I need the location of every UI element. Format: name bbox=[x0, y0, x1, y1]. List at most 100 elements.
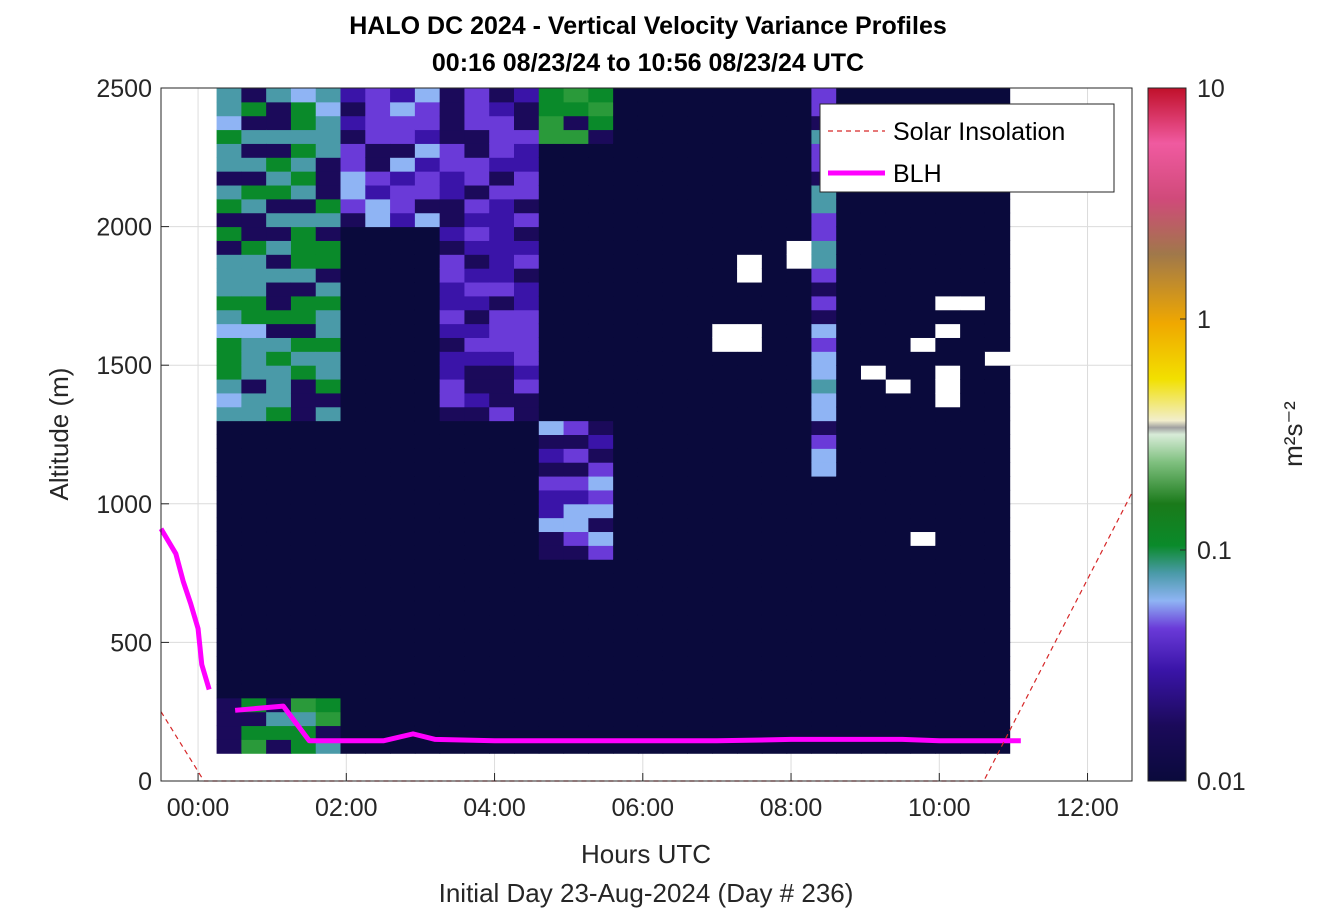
heatmap-cell bbox=[761, 586, 788, 602]
heatmap-cell bbox=[613, 683, 639, 699]
heatmap-cell bbox=[687, 656, 713, 671]
heatmap-cell bbox=[811, 503, 837, 519]
heatmap-cell bbox=[216, 309, 242, 325]
heatmap-cell bbox=[935, 295, 961, 311]
heatmap-cell bbox=[737, 365, 763, 380]
heatmap-cell bbox=[836, 600, 862, 616]
heatmap-cell bbox=[489, 101, 515, 117]
heatmap-cell bbox=[216, 614, 242, 630]
heatmap-cell bbox=[365, 725, 391, 740]
heatmap-cell bbox=[935, 212, 961, 228]
heatmap-cell bbox=[786, 101, 812, 117]
heatmap-cell bbox=[910, 309, 936, 325]
heatmap-cell bbox=[538, 226, 565, 241]
heatmap-cell bbox=[860, 88, 887, 103]
heatmap-cell bbox=[836, 614, 862, 630]
heatmap-cell bbox=[712, 337, 738, 352]
heatmap-cell bbox=[241, 143, 267, 158]
heatmap-cell bbox=[439, 268, 465, 283]
heatmap-cell bbox=[365, 392, 391, 408]
heatmap-cell bbox=[340, 531, 366, 546]
heatmap-cell bbox=[464, 545, 490, 560]
heatmap-cell bbox=[216, 600, 242, 616]
heatmap-cell bbox=[687, 711, 713, 727]
heatmap-cell bbox=[786, 614, 812, 630]
heatmap-cell bbox=[216, 88, 242, 103]
heatmap-cell bbox=[241, 171, 267, 186]
heatmap-cell bbox=[315, 420, 342, 435]
heatmap-cell bbox=[613, 545, 639, 560]
heatmap-cell bbox=[737, 88, 763, 103]
heatmap-cell bbox=[960, 212, 986, 228]
heatmap-cell bbox=[538, 670, 565, 685]
heatmap-cell bbox=[340, 642, 366, 657]
heatmap-cell bbox=[836, 503, 862, 519]
heatmap-cell bbox=[786, 185, 812, 200]
heatmap-cell bbox=[390, 88, 416, 103]
heatmap-cell bbox=[216, 212, 242, 228]
heatmap-cell bbox=[860, 656, 887, 671]
heatmap-cell bbox=[241, 365, 267, 380]
heatmap-cell bbox=[340, 697, 366, 713]
heatmap-cell bbox=[216, 670, 242, 685]
heatmap-cell bbox=[662, 157, 688, 172]
heatmap-cell bbox=[984, 503, 1011, 519]
heatmap-cell bbox=[687, 240, 713, 255]
heatmap-cell bbox=[984, 642, 1011, 657]
heatmap-cell bbox=[464, 725, 490, 740]
heatmap-cell bbox=[365, 642, 391, 657]
heatmap-cell bbox=[761, 545, 788, 560]
heatmap-cell bbox=[514, 198, 540, 214]
heatmap-cell bbox=[910, 392, 936, 408]
heatmap-cell bbox=[712, 725, 738, 740]
heatmap-cell bbox=[860, 337, 887, 352]
heatmap-cell bbox=[737, 115, 763, 131]
heatmap-cell bbox=[464, 559, 490, 574]
heatmap-cell bbox=[613, 406, 639, 422]
heatmap-cell bbox=[489, 212, 515, 228]
y-tick-label: 2000 bbox=[96, 214, 152, 242]
heatmap-cell bbox=[712, 157, 738, 172]
heatmap-cell bbox=[588, 683, 614, 699]
heatmap-cell bbox=[390, 503, 416, 519]
heatmap-cell bbox=[935, 379, 961, 394]
heatmap-cell bbox=[712, 697, 738, 713]
heatmap-cell bbox=[340, 614, 366, 630]
heatmap-cell bbox=[290, 476, 317, 491]
heatmap-cell bbox=[216, 489, 242, 505]
heatmap-cell bbox=[761, 143, 788, 158]
heatmap-cell bbox=[637, 115, 664, 131]
heatmap-cell bbox=[588, 503, 614, 519]
heatmap-cell bbox=[216, 323, 242, 338]
heatmap-cell bbox=[637, 240, 664, 255]
heatmap-cell bbox=[489, 240, 515, 255]
heatmap-cell bbox=[290, 143, 317, 158]
heatmap-cell bbox=[637, 531, 664, 546]
heatmap-cell bbox=[514, 171, 540, 186]
heatmap-cell bbox=[786, 586, 812, 602]
heatmap-cell bbox=[489, 448, 515, 463]
heatmap-cell bbox=[439, 489, 465, 505]
heatmap-cell bbox=[637, 392, 664, 408]
heatmap-cell bbox=[786, 143, 812, 158]
heatmap-cell bbox=[613, 115, 639, 131]
heatmap-cell bbox=[662, 420, 688, 435]
heatmap-cell bbox=[588, 240, 614, 255]
heatmap-cell bbox=[241, 240, 267, 255]
heatmap-cell bbox=[786, 656, 812, 671]
heatmap-cell bbox=[464, 600, 490, 616]
heatmap-cell bbox=[290, 434, 317, 449]
heatmap-cell bbox=[836, 351, 862, 366]
heatmap-cell bbox=[761, 725, 788, 740]
heatmap-cell bbox=[390, 309, 416, 325]
heatmap-cell bbox=[712, 392, 738, 408]
heatmap-cell bbox=[563, 683, 589, 699]
heatmap-cell bbox=[960, 351, 986, 366]
heatmap-cell bbox=[365, 614, 391, 630]
heatmap-cell bbox=[885, 670, 912, 685]
heatmap-cell bbox=[538, 171, 565, 186]
heatmap-cell bbox=[687, 143, 713, 158]
heatmap-cell bbox=[737, 642, 763, 657]
x-tick-label: 10:00 bbox=[908, 794, 971, 822]
heatmap-cell bbox=[712, 212, 738, 228]
